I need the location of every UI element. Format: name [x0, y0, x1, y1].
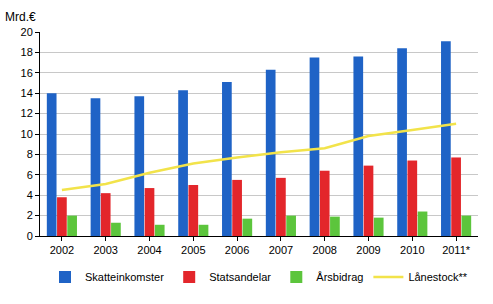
svg-text:2009: 2009	[356, 244, 380, 256]
svg-text:8: 8	[27, 148, 33, 160]
svg-text:2005: 2005	[181, 244, 205, 256]
svg-text:2007: 2007	[269, 244, 293, 256]
svg-text:Mrd.€: Mrd.€	[5, 10, 36, 24]
svg-text:Statsandelar: Statsandelar	[209, 271, 271, 283]
svg-text:12: 12	[21, 107, 33, 119]
svg-text:2006: 2006	[225, 244, 249, 256]
svg-text:2011*: 2011*	[442, 244, 471, 256]
svg-text:14: 14	[21, 87, 33, 99]
svg-text:4: 4	[27, 189, 33, 201]
svg-text:2: 2	[27, 209, 33, 221]
svg-text:2003: 2003	[93, 244, 117, 256]
svg-text:Årsbidrag: Årsbidrag	[316, 271, 363, 283]
svg-text:10: 10	[21, 128, 33, 140]
svg-text:2008: 2008	[312, 244, 336, 256]
svg-text:0: 0	[27, 230, 33, 242]
svg-text:2010: 2010	[400, 244, 424, 256]
svg-text:2002: 2002	[50, 244, 74, 256]
svg-text:6: 6	[27, 169, 33, 181]
svg-text:2004: 2004	[137, 244, 161, 256]
svg-text:20: 20	[21, 26, 33, 38]
svg-text:Skatteinkomster: Skatteinkomster	[85, 271, 164, 283]
svg-text:18: 18	[21, 46, 33, 58]
svg-text:Lånestock**: Lånestock**	[408, 271, 467, 283]
svg-text:16: 16	[21, 67, 33, 79]
